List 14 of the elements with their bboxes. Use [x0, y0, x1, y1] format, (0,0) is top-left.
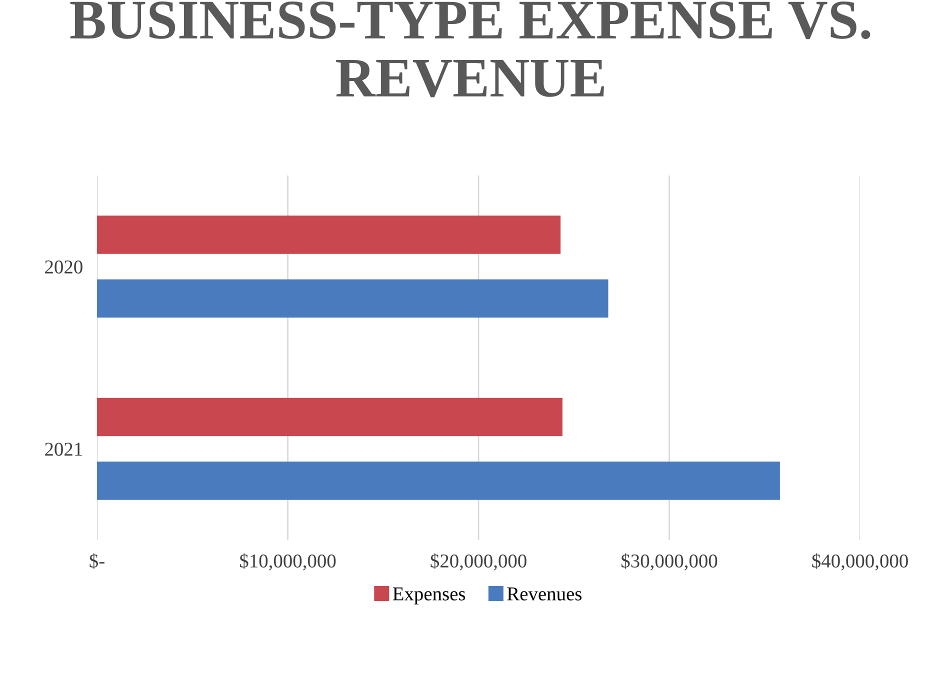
y-tick-label: 2020: [45, 260, 82, 274]
x-tick-label: $-: [90, 553, 104, 569]
x-tick-label: $40,000,000: [812, 553, 908, 570]
y-tick-label: 2021: [45, 442, 82, 456]
chart-title: BUSINESS-TYPE EXPENSE VS. REVENUE: [70, 2, 870, 98]
x-tick-label: $10,000,000: [240, 553, 336, 570]
bar: [97, 279, 608, 318]
legend-label: Revenues: [507, 588, 582, 600]
x-tick-label: $20,000,000: [430, 553, 526, 570]
bar: [97, 216, 561, 254]
legend-label: Expenses: [392, 588, 466, 604]
x-tick-label: $30,000,000: [622, 553, 718, 570]
bar: [97, 462, 780, 500]
bar: [97, 398, 562, 436]
